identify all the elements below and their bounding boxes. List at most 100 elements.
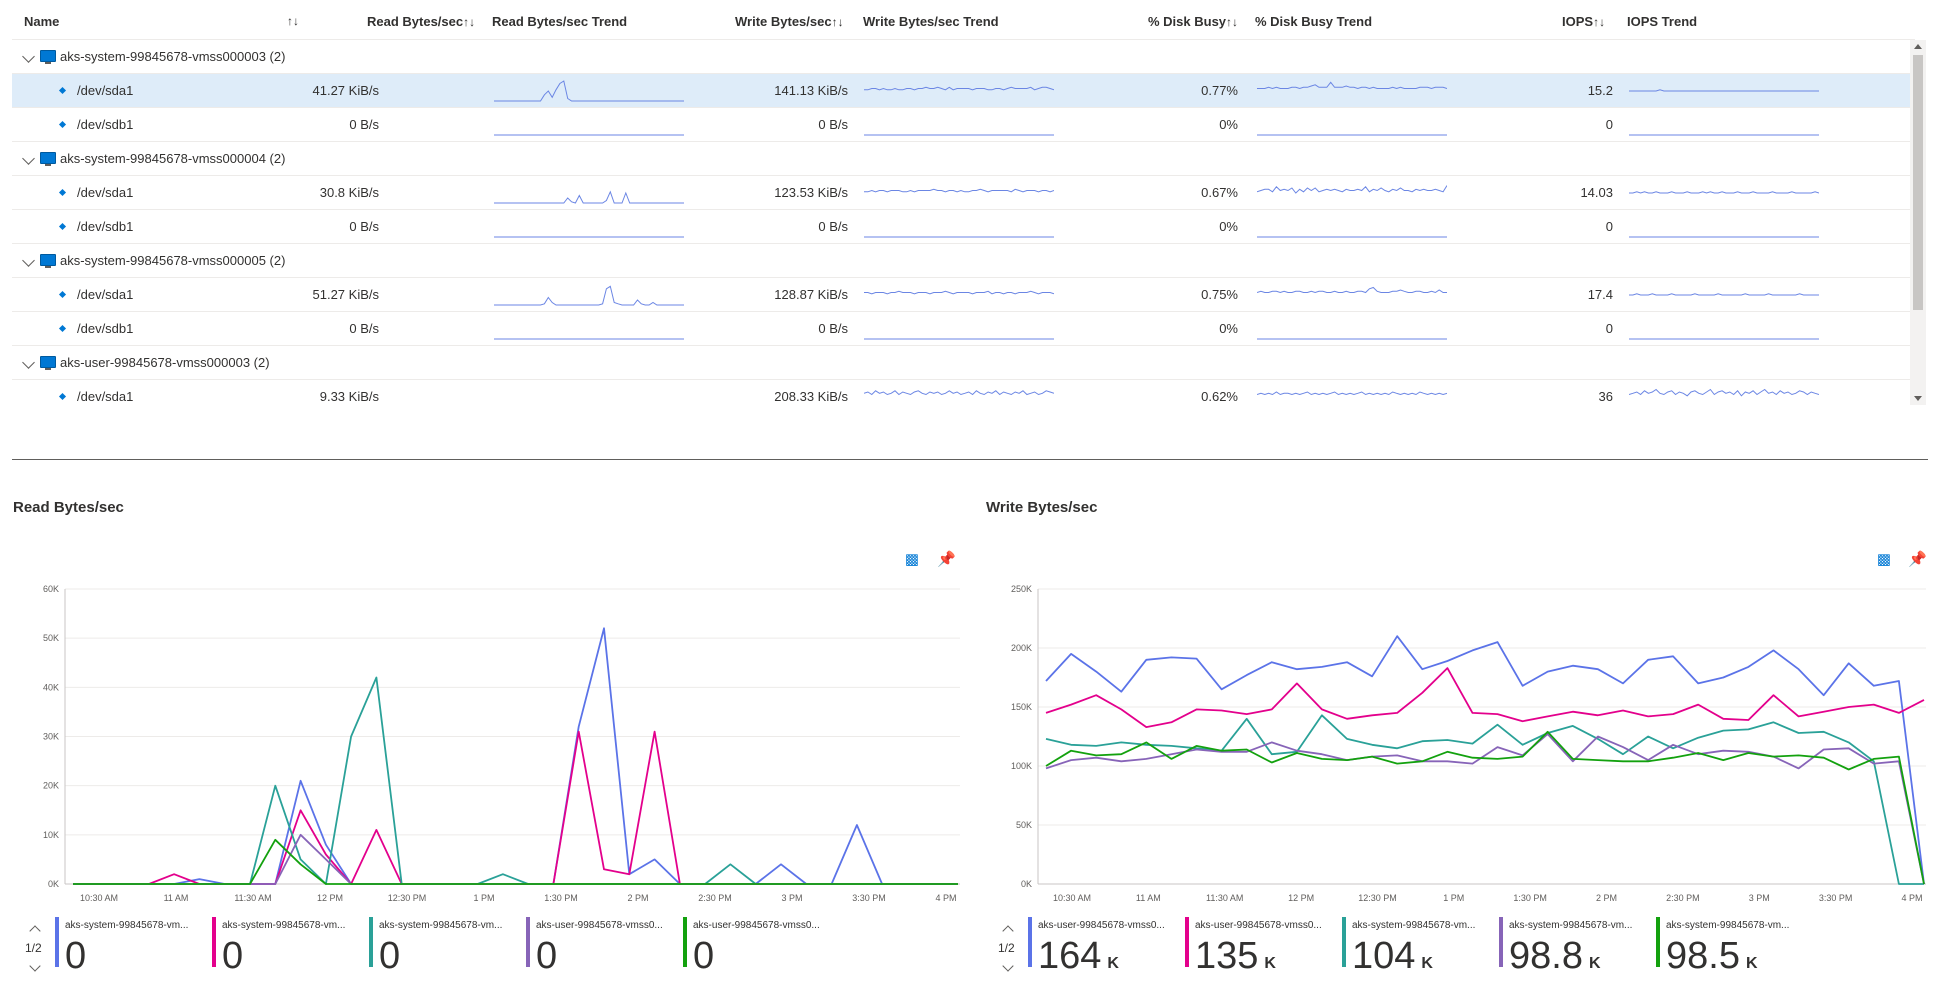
table-row[interactable]: /dev/sda1 9.33 KiB/s 208.33 KiB/s 0.62% 36 [12,379,1915,407]
busy-trend-sparkline-line [1257,286,1447,294]
legend-item[interactable]: aks-system-99845678-vm... 104 K [1342,917,1497,979]
write-trend-sparkline-line [864,290,1054,295]
y-tick-label: 50K [1016,820,1032,830]
insights-icon[interactable]: ▩ [904,551,920,568]
chevron-down-icon[interactable] [22,152,35,165]
legend-series-name: aks-user-99845678-vmss0... [693,920,820,931]
legend-series-name: aks-system-99845678-vm... [379,920,503,931]
group-name: aks-system-99845678-vmss000004 (2) [60,151,286,166]
legend-item[interactable]: aks-system-99845678-vm... 0 [369,917,524,979]
legend-next-icon[interactable] [29,960,41,972]
insights-icon[interactable]: ▩ [1876,551,1892,568]
iops-value: 36 [1598,389,1613,404]
table-row[interactable]: /dev/sda1 30.8 KiB/s 123.53 KiB/s 0.67% 14.0… [12,175,1915,210]
legend-series-name: aks-system-99845678-vm... [1509,920,1633,931]
busy-value: 0% [1219,117,1238,132]
col-name-sort-icon[interactable]: ↑↓ [287,14,299,28]
x-tick-label: 11 AM [164,893,189,903]
table-row-group[interactable]: aks-system-99845678-vmss000005 (2) [12,243,1915,278]
scroll-down-icon[interactable] [1914,396,1922,401]
table-row[interactable]: /dev/sdb1 0 B/s 0 B/s 0% 0 [12,107,1915,142]
legend-value: 164 K [1038,935,1119,985]
scroll-up-icon[interactable] [1914,44,1922,49]
x-tick-label: 12:30 PM [388,893,427,903]
legend-value: 0 [693,935,720,985]
chevron-down-icon[interactable] [22,254,35,267]
busy-trend-sparkline [1257,338,1447,340]
pin-icon[interactable]: 📌 [1908,551,1927,568]
table-row[interactable]: /dev/sdb1 0 B/s 0 B/s 0% 0 [12,311,1915,346]
legend-item[interactable]: aks-system-99845678-vm... 98.5 K [1656,917,1811,979]
write-value: 208.33 KiB/s [774,389,848,404]
read-trend-sparkline [494,134,684,136]
busy-trend-sparkline-line [1257,81,1447,90]
legend-next-icon[interactable] [1002,960,1014,972]
scroll-thumb[interactable] [1913,55,1923,310]
series-line-1 [1045,635,1925,885]
table-row-group[interactable]: aks-system-99845678-vmss000004 (2) [12,141,1915,176]
series-line-3 [73,676,958,885]
legend-item[interactable]: aks-user-99845678-vmss0... 0 [526,917,681,979]
col-iops-sort-icon[interactable]: ↑↓ [1593,15,1606,29]
disk-name: /dev/sda1 [77,185,134,200]
legend-prev-icon[interactable] [1002,925,1014,937]
legend-series-name: aks-system-99845678-vm... [1666,920,1790,931]
legend-color-swatch [1185,917,1189,967]
col-iops-header[interactable]: IOPS↑↓ [1562,14,1605,29]
legend-value-unit: K [1107,955,1119,972]
legend-value: 0 [65,935,92,985]
table-row-group[interactable]: aks-user-99845678-vmss000003 (2) [12,345,1915,380]
col-busy-sort-icon[interactable]: ↑↓ [1226,15,1239,29]
legend-value-number: 164 [1038,935,1102,977]
x-tick-label: 3:30 PM [852,893,886,903]
table-row[interactable]: /dev/sda1 51.27 KiB/s 128.87 KiB/s 0.75% 17.… [12,277,1915,312]
legend-item[interactable]: aks-user-99845678-vmss0... 0 [683,917,838,979]
legend-pager[interactable]: 1/2 [998,919,1028,975]
virtual-machine-icon [40,254,56,268]
legend-color-swatch [1499,917,1503,967]
x-tick-label: 4 PM [1901,893,1922,903]
legend-item[interactable]: aks-user-99845678-vmss0... 135 K [1185,917,1340,979]
chevron-down-icon[interactable] [22,356,35,369]
chevron-down-icon[interactable] [22,50,35,63]
write-value: 0 B/s [818,321,848,336]
x-tick-label: 2 PM [1596,893,1617,903]
disk-bullet-icon [58,290,67,299]
col-write-sort-icon[interactable]: ↑↓ [831,15,844,29]
col-name-header[interactable]: Name [24,14,60,29]
legend-prev-icon[interactable] [29,925,41,937]
col-read-header[interactable]: Read Bytes/sec↑↓ [367,14,475,29]
legend-item[interactable]: aks-system-99845678-vm... 0 [55,917,210,979]
col-read-sort-icon[interactable]: ↑↓ [463,15,476,29]
table-scrollbar[interactable] [1910,40,1926,405]
section-divider [12,459,1928,460]
series-line-2 [1045,667,1925,729]
busy-trend-sparkline [1257,81,1447,90]
x-tick-label: 1:30 PM [544,893,578,903]
col-busy-label: % Disk Busy [1148,14,1227,29]
table-row[interactable]: /dev/sdb1 0 B/s 0 B/s 0% 0 [12,209,1915,244]
col-busy-header[interactable]: % Disk Busy↑↓ [1148,14,1238,29]
legend-value: 135 K [1195,935,1276,985]
y-tick-label: 30K [43,732,59,742]
col-write-header[interactable]: Write Bytes/sec↑↓ [735,14,844,29]
legend-item[interactable]: aks-system-99845678-vm... 98.8 K [1499,917,1654,979]
legend-value-number: 98.5 [1666,935,1740,977]
iops-trend-sparkline [1629,388,1819,397]
legend-item[interactable]: aks-system-99845678-vm... 0 [212,917,367,979]
write-trend-sparkline-line [864,86,1054,91]
pin-icon[interactable]: 📌 [937,551,956,568]
write-chart-title: Write Bytes/sec [986,499,1098,516]
col-iops-trend-header: IOPS Trend [1627,14,1698,29]
table-row[interactable]: /dev/sda1 41.27 KiB/s 141.13 KiB/s 0.77% 15.… [12,73,1915,108]
write-trend-sparkline [864,390,1054,396]
legend-item[interactable]: aks-user-99845678-vmss0... 164 K [1028,917,1183,979]
read-trend-sparkline [494,285,684,306]
series-line-2 [73,730,958,885]
legend-pager[interactable]: 1/2 [25,919,55,975]
legend-series-name: aks-user-99845678-vmss0... [1038,920,1165,931]
disk-bullet-icon [58,392,67,401]
busy-value: 0.62% [1201,389,1238,404]
col-read-trend-header: Read Bytes/sec Trend [492,14,628,29]
table-row-group[interactable]: aks-system-99845678-vmss000003 (2) [12,39,1915,74]
